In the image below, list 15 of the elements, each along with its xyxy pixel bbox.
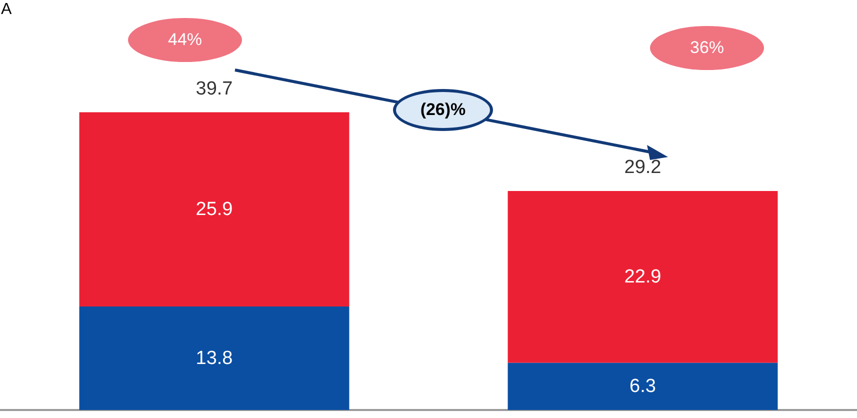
total-label: 29.2	[624, 157, 662, 178]
oval-badge: (26)%	[393, 89, 493, 131]
text: A	[1, 1, 12, 19]
data-label: 25.9	[196, 198, 233, 220]
oval-badge: 44%	[128, 18, 242, 62]
data-label: 22.9	[624, 266, 662, 288]
annotation: (26)%	[420, 100, 466, 120]
bar	[508, 362, 778, 410]
bar	[79, 112, 350, 306]
bar	[508, 191, 778, 363]
total-label: 39.7	[196, 78, 233, 100]
data-label: 6.3	[630, 376, 656, 397]
data-label: 13.8	[196, 348, 233, 369]
bar	[79, 306, 350, 410]
oval-badge: 36%	[650, 26, 764, 70]
